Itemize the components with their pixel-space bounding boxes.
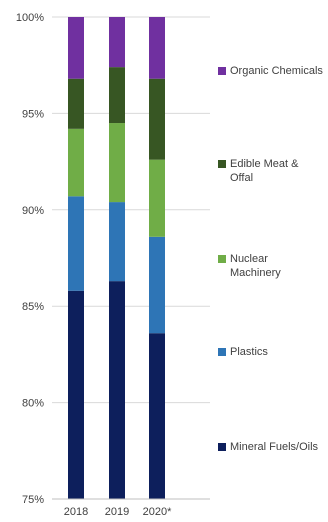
bar-segment-nuclear-machinery-1 <box>109 123 125 203</box>
bar-segment-edible-meat-offal-2 <box>149 78 165 160</box>
legend-label-edible-meat: Edible Meat & Offal <box>230 157 298 185</box>
bar-segment-mineral-fuels-oils-0 <box>68 290 84 499</box>
bar-segment-organic-chemicals-2 <box>149 17 165 79</box>
legend-label-organic-chemicals: Organic Chemicals <box>230 65 323 77</box>
y-tick-label: 85% <box>22 301 44 313</box>
x-axis-tick-labels: 2018 2019 2020* <box>64 506 172 518</box>
legend-label-edible-meat-line1: Edible Meat & <box>230 158 299 170</box>
y-axis-tick-labels: 75% 80% 85% 90% 95% 100% <box>16 12 44 506</box>
legend-item-plastics: Plastics <box>218 345 326 359</box>
bar-segment-plastics-2 <box>149 236 165 334</box>
x-tick-label: 2019 <box>105 506 129 518</box>
legend-label-nuclear-line1: Nuclear <box>230 253 268 265</box>
bar-segment-edible-meat-offal-1 <box>109 67 125 124</box>
legend-label-plastics: Plastics <box>230 346 268 358</box>
legend-item-organic-chemicals: Organic Chemicals <box>218 64 326 78</box>
bar-segment-edible-meat-offal-0 <box>68 78 84 129</box>
legend-swatch-plastics <box>218 348 226 356</box>
bar-segment-organic-chemicals-0 <box>68 17 84 79</box>
legend-swatch-mineral-fuels <box>218 443 226 451</box>
bar-segment-plastics-0 <box>68 196 84 291</box>
legend-item-mineral-fuels: Mineral Fuels/Oils <box>218 440 326 454</box>
bar-segment-mineral-fuels-oils-2 <box>149 333 165 499</box>
y-tick-label: 90% <box>22 205 44 217</box>
bar-segment-nuclear-machinery-2 <box>149 159 165 237</box>
y-tick-label: 95% <box>22 108 44 120</box>
legend-label-nuclear-line2: Machinery <box>230 267 281 279</box>
bars <box>68 17 165 499</box>
legend-item-edible-meat: Edible Meat & Offal <box>218 157 326 185</box>
legend-label-edible-meat-line2: Offal <box>230 172 254 184</box>
legend-label-mineral-fuels: Mineral Fuels/Oils <box>230 441 319 453</box>
legend-label-nuclear-machinery: Nuclear Machinery <box>230 252 281 280</box>
legend-swatch-nuclear-machinery <box>218 255 226 263</box>
legend-swatch-organic-chemicals <box>218 67 226 75</box>
bar-segment-organic-chemicals-1 <box>109 17 125 68</box>
x-tick-label: 2018 <box>64 506 88 518</box>
legend-swatch-edible-meat <box>218 160 226 168</box>
y-tick-label: 80% <box>22 398 44 410</box>
bar-segment-mineral-fuels-oils-1 <box>109 281 125 499</box>
bar-segment-nuclear-machinery-0 <box>68 128 84 197</box>
y-tick-label: 100% <box>16 12 44 24</box>
x-tick-label: 2020* <box>143 506 172 518</box>
legend-item-nuclear-machinery: Nuclear Machinery <box>218 252 326 280</box>
y-tick-label: 75% <box>22 494 44 506</box>
bar-segment-plastics-1 <box>109 202 125 282</box>
